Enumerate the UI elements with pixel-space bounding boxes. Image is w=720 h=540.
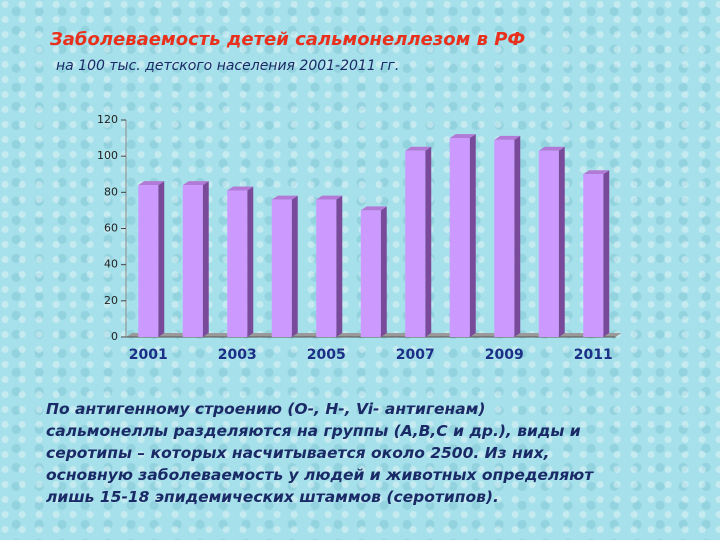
x-tick-label: 2007 <box>396 347 435 363</box>
bar-side <box>469 134 476 337</box>
bar-top <box>360 206 387 211</box>
bar-top <box>182 181 209 186</box>
bar-side <box>202 181 209 337</box>
bar-top <box>138 181 165 186</box>
bar-side <box>425 146 432 337</box>
y-tick-label: 120 <box>97 113 118 126</box>
y-tick-label: 0 <box>111 330 118 343</box>
chart-subtitle: на 100 тыс. детского населения 2001-2011… <box>56 58 399 74</box>
bar <box>538 150 559 337</box>
bar-side <box>380 206 387 337</box>
bar <box>360 210 381 337</box>
bar <box>138 185 159 337</box>
bar <box>316 199 337 337</box>
annotation-line: По антигенному строению (О-, Н-, Vi- ант… <box>46 400 486 418</box>
bar-side <box>558 146 565 337</box>
bar-top <box>405 146 432 151</box>
y-tick-label: 20 <box>104 294 118 307</box>
bar-side <box>158 181 165 337</box>
bar-top <box>227 186 254 191</box>
bar <box>227 190 248 337</box>
bar <box>405 150 426 337</box>
bar-side <box>336 195 343 337</box>
x-tick-label: 2009 <box>485 347 524 363</box>
bar-top <box>449 134 476 139</box>
annotation-line: сальмонеллы разделяются на группы (А,В,С… <box>46 422 581 440</box>
bar-top <box>538 146 565 151</box>
bar-top <box>494 135 521 140</box>
y-tick-label: 60 <box>104 222 118 235</box>
annotation-line: серотипы – которых насчитывается около 2… <box>46 444 550 462</box>
bar <box>182 185 203 337</box>
annotation-line: лишь 15-18 эпидемических штаммов (сероти… <box>46 488 499 506</box>
bar <box>494 139 515 337</box>
bar-top <box>271 195 298 200</box>
x-tick-label: 2003 <box>218 347 257 363</box>
bar <box>449 138 470 337</box>
x-tick-label: 2005 <box>307 347 346 363</box>
bar <box>583 174 604 337</box>
x-tick-label: 2011 <box>574 347 613 363</box>
annotation-line: основную заболеваемость у людей и животн… <box>46 466 594 484</box>
bar-top <box>583 170 610 175</box>
y-tick-label: 40 <box>104 258 118 271</box>
y-tick-label: 100 <box>97 149 118 162</box>
bar <box>271 199 292 337</box>
bar-side <box>514 135 521 337</box>
y-tick-label: 80 <box>104 185 118 198</box>
chart-title: Заболеваемость детей сальмонеллезом в РФ <box>49 29 525 50</box>
bar-top <box>316 195 343 200</box>
bar-side <box>291 195 298 337</box>
bar-side <box>603 170 610 337</box>
bar-side <box>247 186 254 337</box>
annotation: По антигенному строению (О-, Н-, Vi- ант… <box>46 398 706 508</box>
x-tick-label: 2001 <box>129 347 168 363</box>
